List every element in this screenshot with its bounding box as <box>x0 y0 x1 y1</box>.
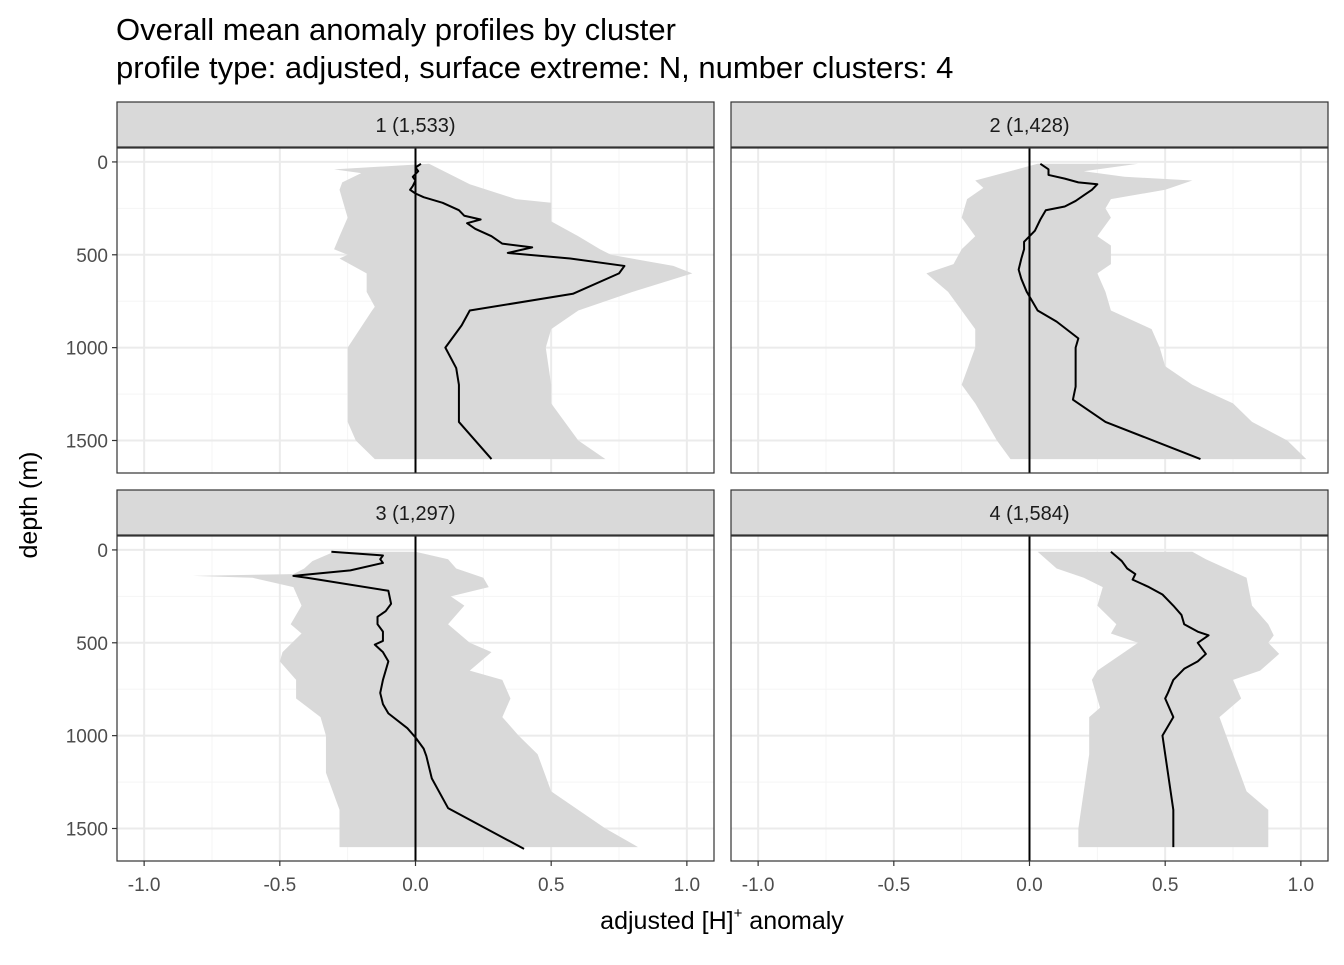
facet-strip-label: 2 (1,428) <box>989 115 1069 137</box>
facet-strip-label: 1 (1,533) <box>375 115 455 137</box>
panels-group: 1 (1,533) 0 500 1000 1500 2 (1,428) 3 (1,297) 0… <box>66 101 1329 896</box>
x-tick-label: 0.0 <box>402 875 428 896</box>
facet-strip <box>116 489 715 536</box>
x-tick-label: 1.0 <box>674 875 700 896</box>
mean-profile-line <box>292 550 525 850</box>
facet-strip <box>730 101 1329 148</box>
y-tick-label: 500 <box>76 634 108 655</box>
x-axis-label: adjusted [H]+ anomaly <box>600 905 844 935</box>
y-tick-label: 0 <box>97 153 108 174</box>
mean-profile-line <box>1110 551 1210 848</box>
facet-strip <box>116 101 715 148</box>
y-tick-label: 0 <box>97 541 108 562</box>
ribbon-band <box>334 163 693 460</box>
facet-strip <box>730 489 1329 536</box>
y-tick-label: 1000 <box>66 339 108 360</box>
x-axis-label-superscript: + <box>734 905 743 922</box>
chart-title-line-2: profile type: adjusted, surface extreme:… <box>116 50 953 85</box>
x-tick-label: -1.0 <box>742 875 775 896</box>
panel-border <box>116 147 715 474</box>
facet-strip-label: 3 (1,297) <box>375 503 455 525</box>
ribbon-band <box>1037 551 1280 848</box>
x-tick-label: 0.5 <box>538 875 564 896</box>
y-tick-label: 1500 <box>66 432 108 453</box>
x-tick-label: 1.0 <box>1288 875 1314 896</box>
ribbon-band <box>926 163 1307 460</box>
mean-profile-line <box>1017 162 1201 461</box>
x-tick-label: 0.0 <box>1016 875 1042 896</box>
facet-panel-2: 2 (1,428) <box>730 101 1329 474</box>
facet-strip-label: 4 (1,584) <box>989 503 1069 525</box>
panel-border <box>730 147 1329 474</box>
y-tick-label: 1000 <box>66 727 108 748</box>
x-tick-label: -0.5 <box>263 875 296 896</box>
y-tick-label: 1500 <box>66 820 108 841</box>
x-tick-label: -1.0 <box>128 875 161 896</box>
facet-panel-3: 3 (1,297) 0 500 1000 1500 -1.0 -0.5 0.0 0.5 1.0 <box>66 489 715 896</box>
y-axis-label: depth (m) <box>15 452 43 559</box>
y-tick-label: 500 <box>76 246 108 267</box>
facet-panel-1: 1 (1,533) 0 500 1000 1500 <box>66 101 715 474</box>
x-tick-label: 0.5 <box>1152 875 1178 896</box>
mean-profile-line <box>409 162 626 460</box>
x-axis-label-rest: anomaly <box>742 907 844 935</box>
x-tick-label: -0.5 <box>877 875 910 896</box>
chart-title-line-1: Overall mean anomaly profiles by cluster <box>116 12 676 47</box>
facet-panel-4: 4 (1,584) -1.0 -0.5 0.0 0.5 1.0 <box>730 489 1329 896</box>
x-axis-label-main: adjusted [H] <box>600 907 733 935</box>
